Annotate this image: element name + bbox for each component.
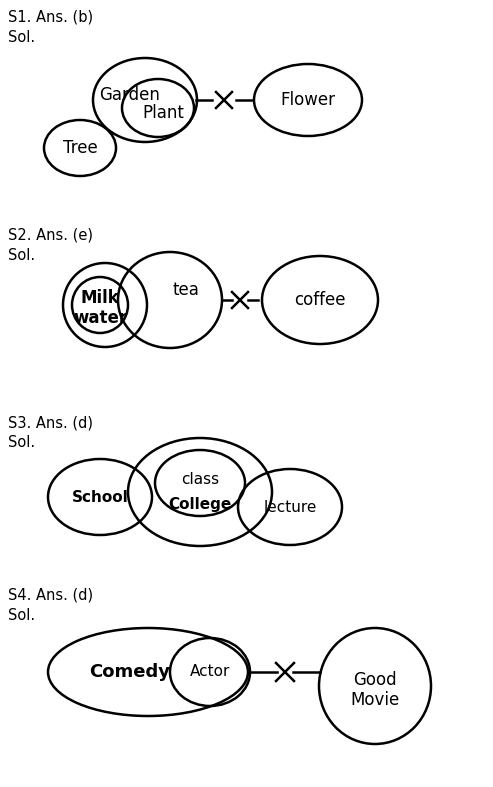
- Text: College: College: [169, 497, 232, 512]
- Text: Good
Movie: Good Movie: [351, 671, 400, 709]
- Text: Milk: Milk: [81, 289, 119, 307]
- Text: Comedy: Comedy: [90, 663, 171, 681]
- Text: water: water: [73, 309, 127, 327]
- Text: class: class: [181, 471, 219, 486]
- Text: coffee: coffee: [294, 291, 346, 309]
- Text: tea: tea: [173, 281, 200, 299]
- Text: S3. Ans. (d)
Sol.: S3. Ans. (d) Sol.: [8, 415, 93, 450]
- Text: Garden: Garden: [100, 86, 160, 104]
- Text: S1. Ans. (b)
Sol.: S1. Ans. (b) Sol.: [8, 10, 93, 45]
- Text: Tree: Tree: [63, 139, 98, 157]
- Text: S2. Ans. (e)
Sol.: S2. Ans. (e) Sol.: [8, 228, 93, 263]
- Text: Plant: Plant: [142, 104, 184, 122]
- Text: Actor: Actor: [190, 664, 230, 679]
- Text: School: School: [71, 490, 128, 504]
- Text: Flower: Flower: [281, 91, 336, 109]
- Text: lecture: lecture: [263, 500, 317, 515]
- Text: S4. Ans. (d)
Sol.: S4. Ans. (d) Sol.: [8, 588, 93, 623]
